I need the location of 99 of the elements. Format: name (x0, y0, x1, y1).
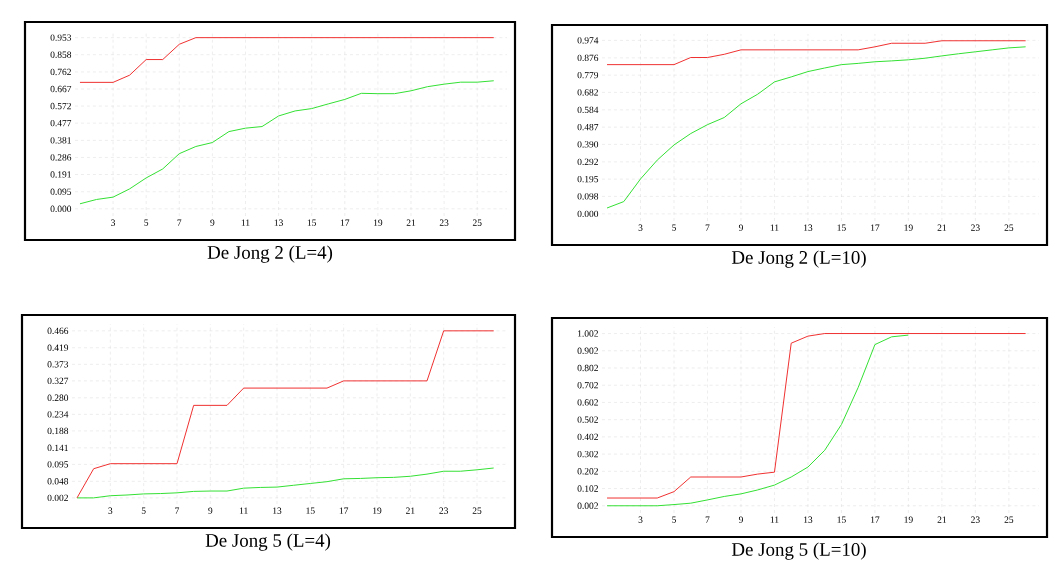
x-tick-label: 7 (177, 219, 182, 226)
y-tick-label: 1.002 (578, 330, 598, 337)
y-tick-label: 0.000 (577, 210, 599, 218)
x-tick-label: 17 (871, 224, 880, 231)
x-tick-label: 9 (208, 507, 213, 514)
x-tick-label: 5 (672, 516, 676, 523)
y-tick-label: 0.477 (50, 119, 72, 127)
y-tick-label: 0.102 (577, 485, 598, 492)
y-tick-label: 0.682 (577, 89, 598, 96)
x-tick-label: 19 (373, 507, 382, 514)
y-tick-label: 0.802 (577, 364, 598, 372)
y-tick-label: 0.327 (47, 377, 69, 385)
x-tick-label: 3 (111, 219, 116, 226)
y-tick-label: 0.141 (47, 444, 68, 452)
x-tick-label: 9 (738, 516, 743, 523)
y-tick-label: 0.584 (577, 106, 599, 114)
text: De Jong 5 (L=10) (731, 542, 866, 560)
x-tick-label: 5 (144, 219, 149, 226)
x-tick-label: 7 (705, 516, 710, 523)
x-tick-label: 17 (871, 516, 880, 523)
y-tick-label: 0.095 (50, 188, 72, 195)
y-tick-label: 0.953 (50, 34, 72, 41)
y-tick-label: 0.002 (577, 502, 598, 509)
text: De Jong 5 (L=4) (205, 533, 331, 551)
x-tick-label: 25 (1004, 224, 1014, 231)
x-tick-label: 17 (340, 219, 350, 226)
y-tick-label: 0.762 (50, 68, 71, 76)
y-tick-label: 0.286 (50, 154, 72, 161)
y-tick-label: 0.381 (50, 137, 71, 144)
x-tick-label: 19 (904, 516, 913, 523)
x-tick-label: 23 (439, 507, 449, 514)
x-tick-label: 13 (804, 516, 813, 523)
y-tick-label: 0.202 (577, 468, 598, 475)
y-tick-label: 0.602 (577, 399, 598, 406)
x-tick-label: 11 (239, 507, 248, 514)
y-tick-label: 0.779 (577, 71, 599, 79)
line-series (79, 80, 495, 205)
x-tick-label: 5 (141, 507, 146, 514)
y-tick-label: 0.702 (577, 381, 598, 389)
y-tick-label: 0.373 (47, 361, 69, 368)
x-tick-label: 25 (472, 219, 482, 226)
y-tick-label: 0.000 (50, 205, 72, 213)
y-tick-label: 0.466 (47, 327, 69, 335)
y-tick-label: 0.280 (47, 394, 69, 402)
x-tick-label: 5 (672, 224, 676, 231)
y-tick-label: 0.667 (50, 85, 72, 93)
x-tick-label: 25 (1004, 516, 1014, 523)
x-tick-label: 11 (241, 219, 250, 226)
y-tick-label: 0.195 (577, 175, 599, 183)
x-tick-label: 3 (108, 507, 113, 514)
text: De Jong 2 (L=10) (731, 250, 866, 268)
x-tick-label: 23 (971, 224, 980, 231)
text: De Jong 2 (L=4) (207, 245, 333, 263)
x-tick-label: 23 (439, 219, 449, 226)
x-tick-label: 21 (406, 507, 415, 514)
y-tick-label: 0.858 (50, 51, 72, 58)
y-tick-label: 0.002 (47, 494, 68, 502)
y-tick-label: 0.487 (577, 123, 599, 131)
x-tick-label: 13 (274, 219, 283, 226)
y-tick-label: 0.302 (577, 450, 598, 458)
y-tick-label: 0.876 (577, 54, 599, 62)
x-tick-label: 21 (406, 219, 416, 226)
x-tick-label: 25 (472, 507, 482, 514)
x-tick-label: 13 (273, 507, 282, 514)
x-tick-label: 23 (971, 516, 980, 523)
x-tick-label: 9 (210, 219, 215, 226)
x-tick-label: 9 (738, 224, 743, 231)
x-tick-label: 17 (339, 507, 349, 514)
line-series (606, 46, 1027, 209)
y-tick-label: 0.502 (577, 416, 598, 423)
x-tick-label: 15 (306, 507, 315, 514)
line-series (76, 467, 495, 499)
x-tick-label: 7 (705, 224, 710, 231)
y-tick-label: 0.572 (50, 102, 71, 110)
y-tick-label: 0.098 (577, 193, 599, 200)
x-tick-label: 15 (837, 516, 846, 523)
y-tick-label: 0.234 (47, 411, 69, 418)
x-tick-label: 13 (804, 224, 813, 231)
y-tick-label: 0.292 (577, 158, 598, 166)
x-tick-label: 15 (307, 219, 317, 226)
y-tick-label: 0.402 (577, 433, 598, 441)
y-tick-label: 0.188 (47, 427, 69, 435)
y-tick-label: 0.390 (577, 141, 599, 148)
y-tick-label: 0.419 (47, 344, 69, 351)
x-tick-label: 11 (770, 224, 779, 231)
y-tick-label: 0.191 (50, 171, 71, 178)
x-tick-label: 15 (837, 224, 846, 231)
x-tick-label: 19 (904, 224, 913, 231)
y-tick-label: 0.902 (577, 347, 598, 354)
x-tick-label: 19 (374, 219, 383, 226)
x-tick-label: 3 (638, 224, 643, 231)
y-tick-label: 0.974 (577, 37, 599, 44)
x-tick-label: 3 (638, 516, 643, 523)
x-tick-label: 21 (937, 224, 947, 231)
y-tick-label: 0.095 (47, 461, 69, 468)
x-tick-label: 7 (175, 507, 180, 514)
x-tick-label: 11 (770, 516, 779, 523)
x-tick-label: 21 (937, 516, 947, 523)
y-tick-label: 0.048 (47, 478, 69, 485)
